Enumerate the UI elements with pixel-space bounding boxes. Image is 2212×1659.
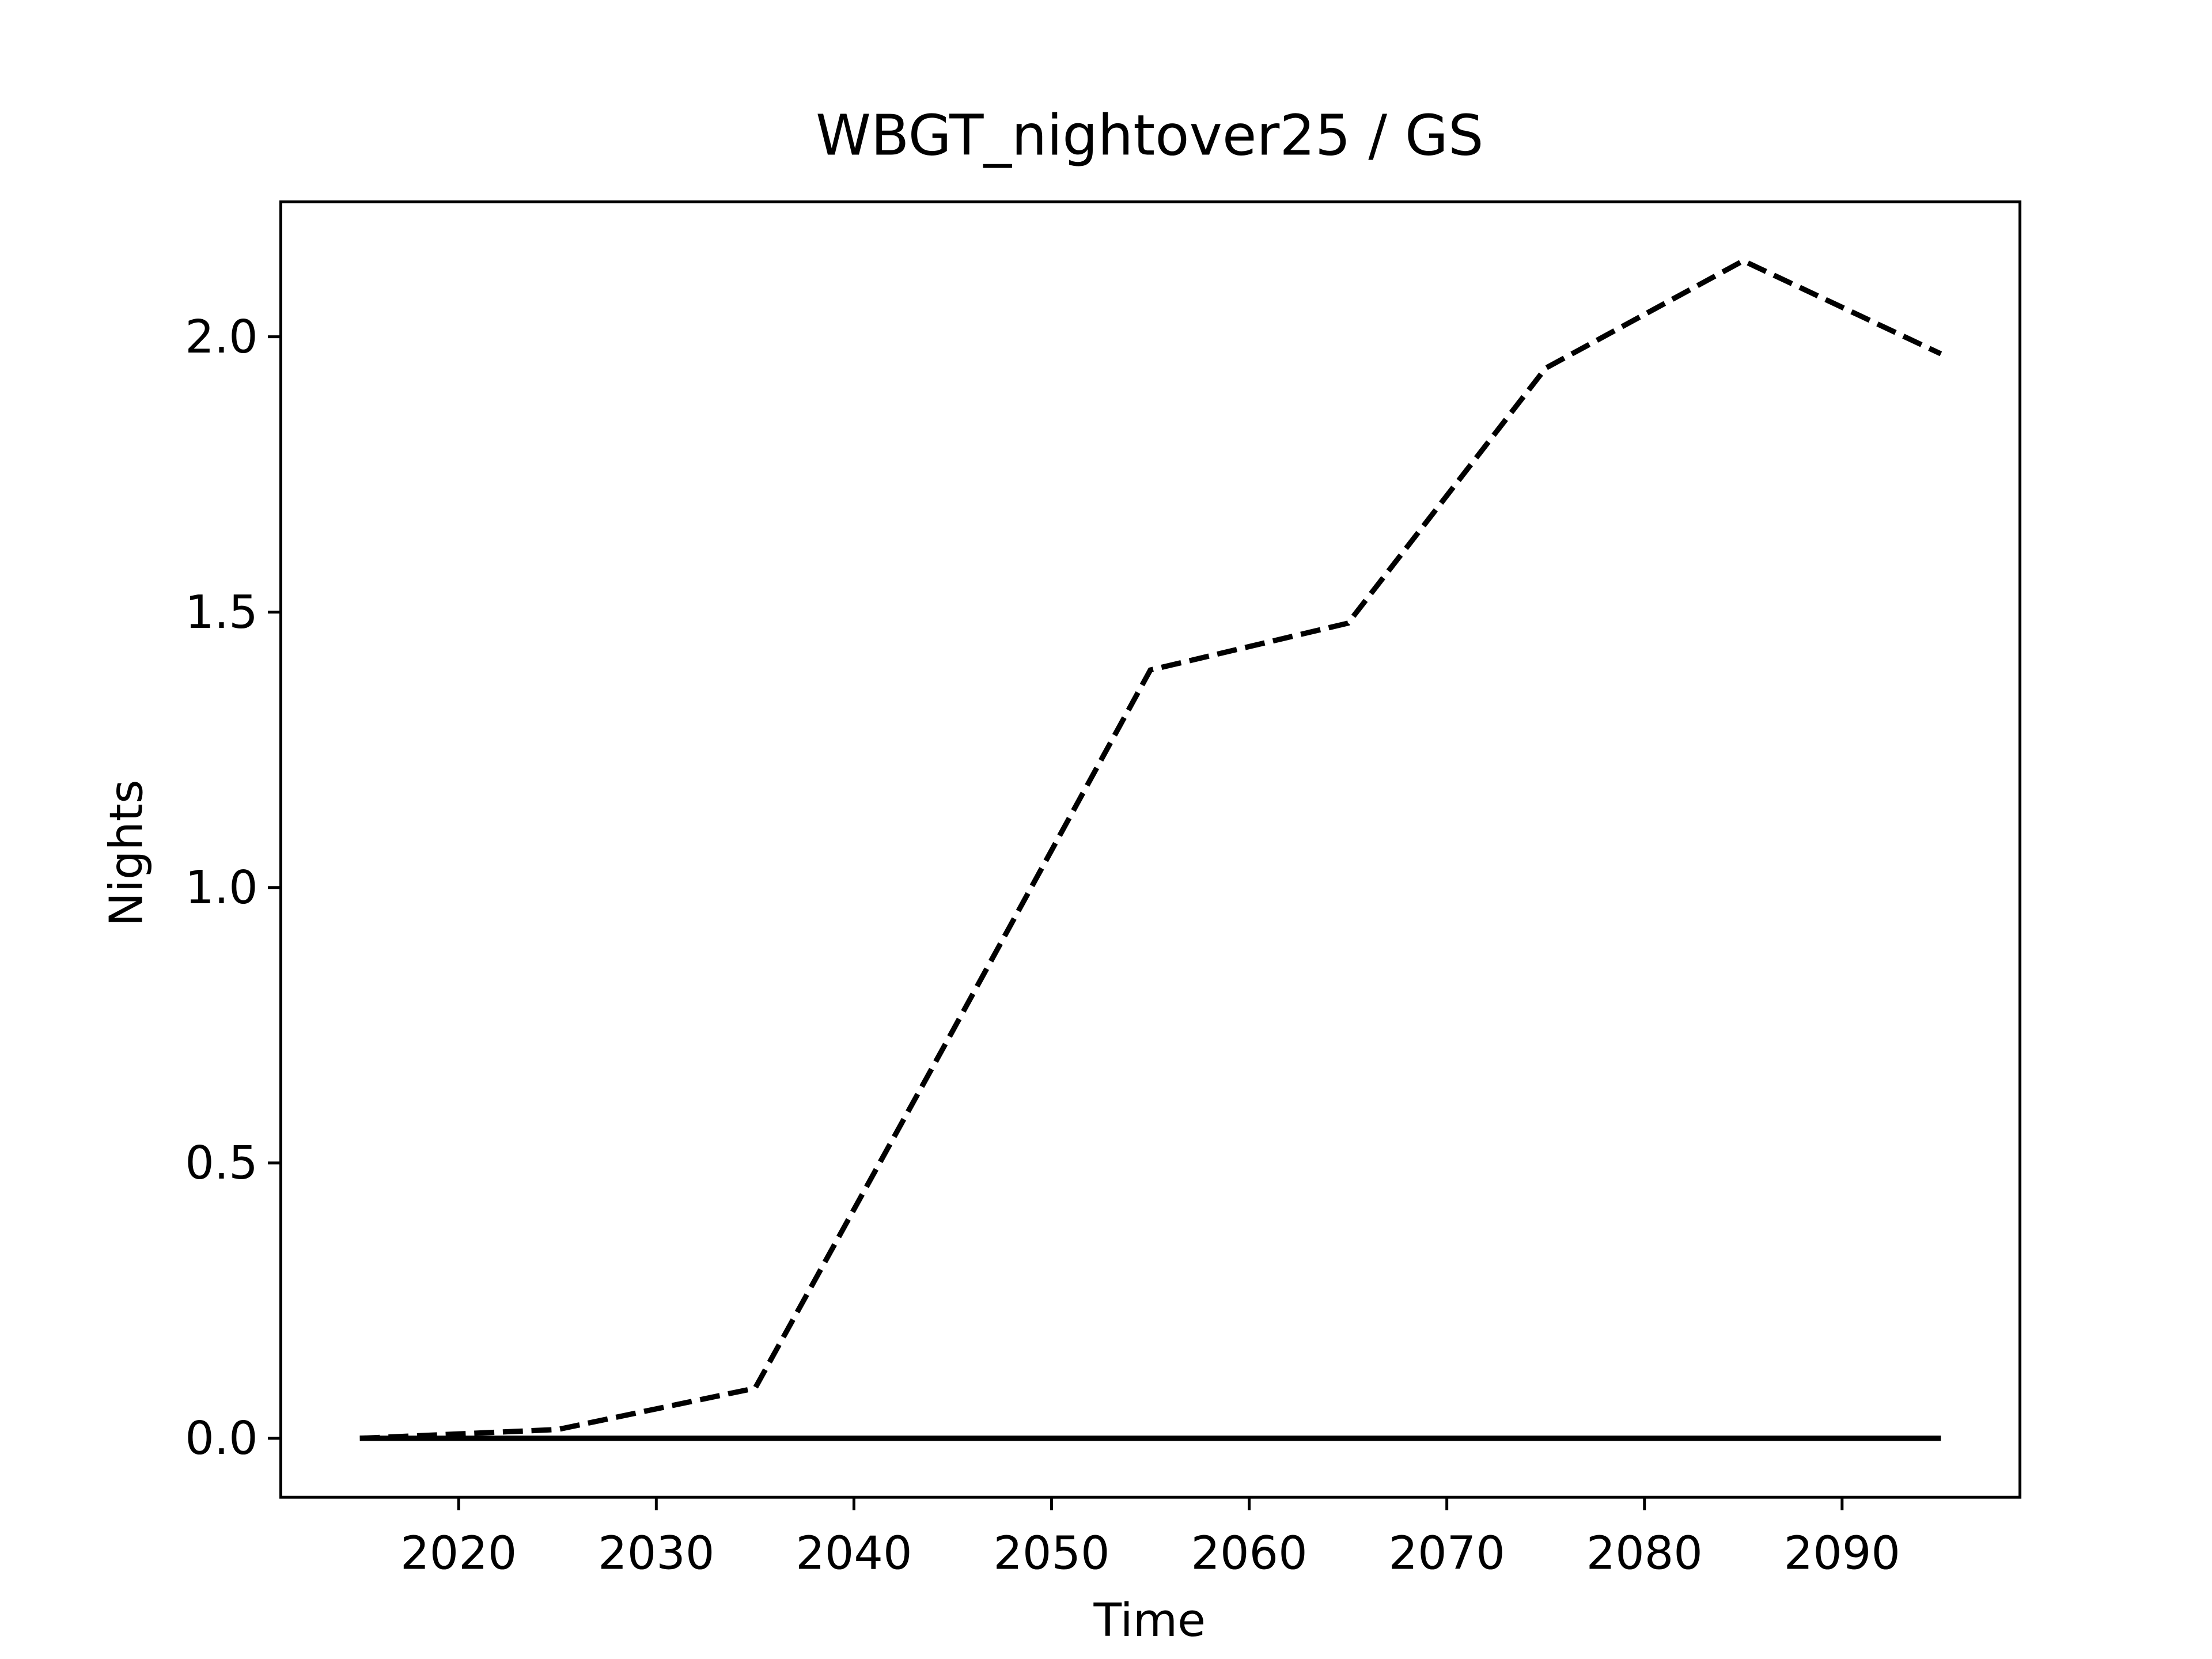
x-tick-label: 2030 [598, 1526, 714, 1580]
x-tick-label: 2070 [1388, 1526, 1505, 1580]
y-tick-label: 1.5 [185, 585, 257, 639]
x-tick-label: 2080 [1586, 1526, 1703, 1580]
x-tick-label: 2050 [993, 1526, 1109, 1580]
x-axis-label: Time [1093, 1593, 1206, 1647]
plot-frame [279, 200, 2022, 1499]
data-line [359, 257, 1942, 1441]
y-tick-label: 2.0 [185, 310, 257, 363]
chart-title: WBGT_nightover25 / GS [816, 103, 1483, 168]
y-axis-label: Nights [99, 780, 153, 927]
x-tick-label: 2060 [1191, 1526, 1307, 1580]
x-tick-label: 2090 [1784, 1526, 1900, 1580]
y-tick-label: 0.5 [185, 1136, 257, 1190]
y-tick-label: 1.0 [185, 861, 257, 914]
x-tick-label: 2040 [796, 1526, 912, 1580]
y-tick-label: 0.0 [185, 1411, 257, 1465]
x-tick-label: 2020 [400, 1526, 517, 1580]
